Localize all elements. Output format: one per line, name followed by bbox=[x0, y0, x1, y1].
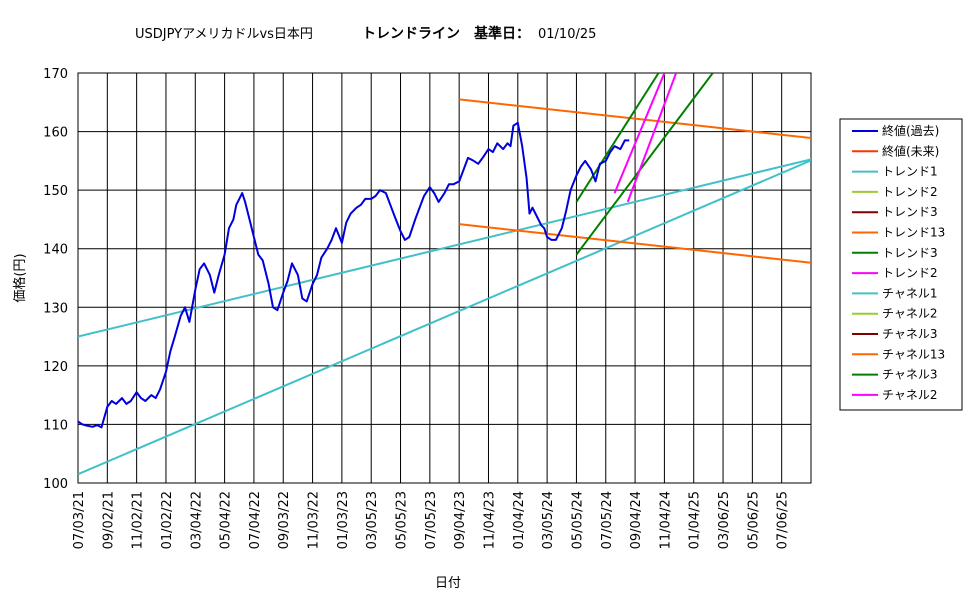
x-tick-label: 09/02/21 bbox=[101, 491, 116, 549]
trend-line bbox=[78, 159, 811, 476]
x-tick-label: 07/05/23 bbox=[424, 491, 439, 549]
legend-entry: チャネル2 bbox=[882, 307, 938, 321]
y-tick-label: 170 bbox=[43, 67, 68, 82]
x-tick-label: 01/02/22 bbox=[160, 491, 175, 549]
x-tick-label: 07/06/25 bbox=[776, 491, 791, 549]
trend-line bbox=[626, 73, 678, 203]
y-tick-label: 120 bbox=[43, 360, 68, 375]
x-tick-label: 03/04/22 bbox=[189, 491, 204, 549]
series-layer bbox=[78, 73, 811, 476]
y-tick-label: 160 bbox=[43, 126, 68, 141]
x-tick-label: 01/04/24 bbox=[512, 491, 527, 549]
trend-line bbox=[78, 158, 811, 338]
x-tick-label: 05/06/25 bbox=[746, 491, 761, 549]
trend-line bbox=[575, 73, 714, 256]
x-tick-label: 11/02/21 bbox=[131, 491, 146, 549]
x-tick-label: 01/03/23 bbox=[336, 491, 351, 549]
x-tick-label: 09/03/22 bbox=[277, 491, 292, 549]
close-series-line bbox=[78, 121, 630, 429]
y-tick-labels: 100 110 120 130 140 150 160 170 bbox=[43, 67, 68, 492]
legend-entry: トレンド2 bbox=[882, 266, 938, 280]
x-tick-label: 03/05/23 bbox=[365, 491, 380, 549]
trend-line bbox=[575, 73, 660, 203]
y-axis-label: 価格(円) bbox=[12, 253, 28, 302]
legend-entry: チャネル3 bbox=[882, 327, 938, 341]
trend-line bbox=[459, 223, 811, 264]
x-tick-label: 03/06/25 bbox=[717, 491, 732, 549]
chart-title-base-date: 01/10/25 bbox=[538, 27, 596, 42]
x-tick-label: 11/03/22 bbox=[307, 491, 322, 549]
grid bbox=[77, 72, 812, 484]
x-tick-labels: 07/03/21 09/02/21 11/02/21 01/02/22 03/04/22… bbox=[72, 491, 791, 549]
trend-line bbox=[613, 73, 666, 194]
x-tick-label: 01/04/25 bbox=[688, 491, 703, 549]
y-tick-label: 140 bbox=[43, 243, 68, 258]
trend-line bbox=[459, 98, 811, 139]
legend-entry: トレンド3 bbox=[882, 246, 938, 260]
legend-box bbox=[839, 118, 963, 411]
plot-area bbox=[77, 72, 812, 484]
legend-entry: トレンド13 bbox=[882, 226, 945, 240]
legend-entry: チャネル1 bbox=[882, 286, 938, 300]
x-tick-label: 05/05/24 bbox=[570, 491, 585, 549]
x-tick-label: 07/04/22 bbox=[248, 491, 263, 549]
legend-entry: チャネル13 bbox=[882, 347, 945, 361]
legend: 終値(過去) 終値(未来) トレンド1 トレンド2 トレンド3 トレンド13 トレンド3 トレ… bbox=[852, 123, 945, 402]
x-tick-label: 07/03/21 bbox=[72, 491, 87, 549]
x-tick-label: 05/04/22 bbox=[219, 491, 234, 549]
x-tick-label: 05/05/23 bbox=[395, 491, 410, 549]
x-tick-label: 03/05/24 bbox=[541, 491, 556, 549]
y-tick-label: 100 bbox=[43, 477, 68, 492]
legend-entry: トレンド3 bbox=[882, 205, 938, 219]
legend-entry: トレンド2 bbox=[882, 185, 938, 199]
x-tick-label: 09/04/24 bbox=[629, 491, 644, 549]
legend-entry: チャネル2 bbox=[882, 388, 938, 402]
legend-entry: トレンド1 bbox=[882, 165, 938, 179]
y-tick-label: 110 bbox=[43, 418, 68, 433]
x-tick-label: 11/04/23 bbox=[482, 491, 497, 549]
y-tick-label: 130 bbox=[43, 301, 68, 316]
legend-entry: チャネル3 bbox=[882, 368, 938, 382]
chart-title-symbol: USDJPYアメリカドルvs日本円 bbox=[135, 27, 313, 42]
legend-entry: 終値(未来) bbox=[882, 143, 939, 158]
chart-title-label: トレンドライン bbox=[362, 26, 460, 42]
y-tick-label: 150 bbox=[43, 184, 68, 199]
x-axis-label: 日付 bbox=[435, 576, 461, 591]
x-tick-label: 07/05/24 bbox=[600, 491, 615, 549]
x-tick-label: 11/04/24 bbox=[658, 491, 673, 549]
x-tick-label: 09/04/23 bbox=[453, 491, 468, 549]
legend-entry: 終値(過去) bbox=[882, 123, 939, 138]
chart-title-base-label: 基準日： bbox=[474, 25, 530, 42]
